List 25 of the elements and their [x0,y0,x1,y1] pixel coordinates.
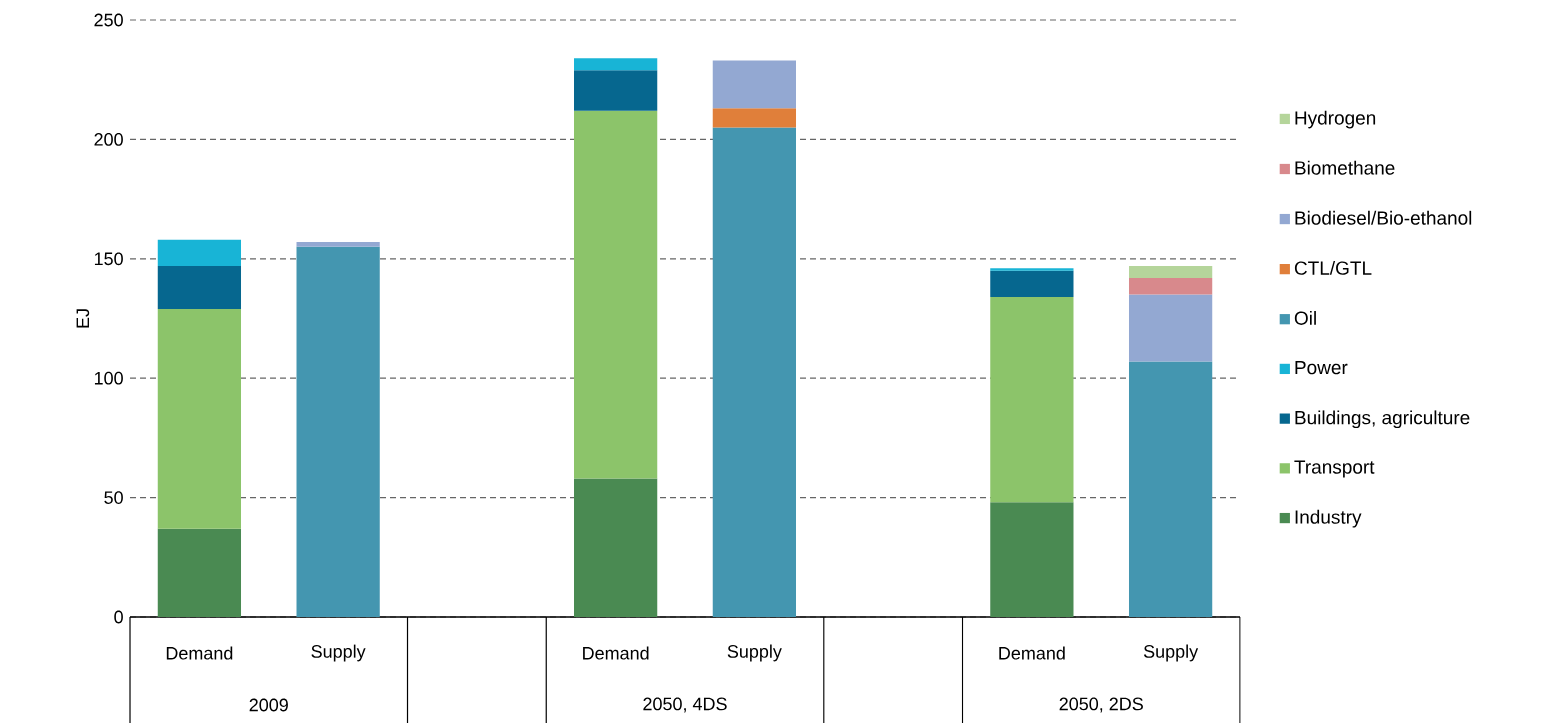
x-tick-label: Supply [727,644,782,662]
x-tick-label: Supply [1143,644,1199,662]
legend-label: Oil [1294,311,1316,326]
y-tick-label: 100 [94,372,123,385]
text: 2050, 2DS [1059,697,1143,713]
x-tick-label: Demand [166,646,233,660]
legend-label: Transport [1294,460,1375,478]
legend-label: Biodiesel/Bio-ethanol [1295,211,1472,225]
legend-label: Hydrogen [1295,110,1376,129]
legend-label: Biomethane [1295,160,1395,175]
legend-label: Power [1295,361,1348,375]
y-tick-label: 200 [94,133,123,146]
y-axis-title: EJ [76,309,90,328]
y-tick-label: 50 [104,491,123,505]
y-tick-label: 0 [114,610,123,624]
x-tick-label: Demand [999,646,1065,660]
x-tick-label: Supply [311,644,366,662]
text: 2050, 4DS [643,697,727,713]
x-tick-label: Demand [583,646,649,660]
legend-label: CTL/GTL [1294,261,1372,276]
y-tick-label: 150 [94,252,123,266]
legend-label: Buildings, agriculture [1295,410,1470,429]
legend-label: Industry [1295,510,1362,528]
y-tick-label: 250 [94,13,123,27]
text: 2009 [249,698,288,712]
